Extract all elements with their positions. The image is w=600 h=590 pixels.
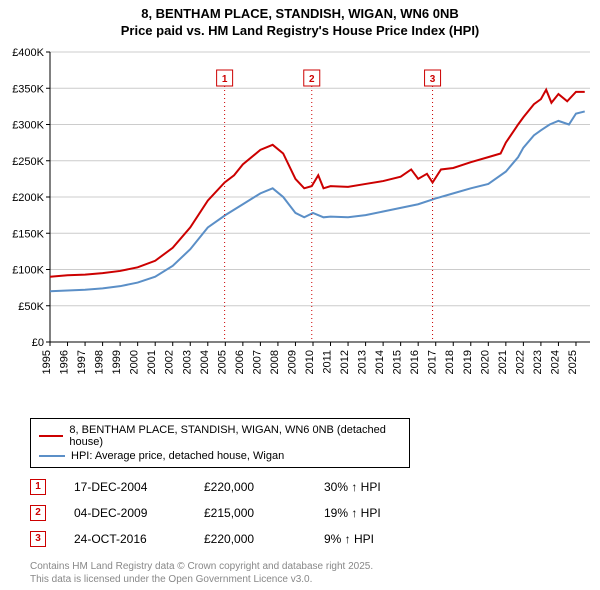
svg-text:2022: 2022 [514,350,526,374]
sale-date: 17-DEC-2004 [74,480,204,494]
sale-price: £220,000 [204,532,324,546]
svg-text:1997: 1997 [76,350,88,374]
chart-area: £0 £50K £100K £150K £200K £250K £300K £350K £400… [0,42,600,412]
svg-text:2011: 2011 [322,350,334,374]
svg-text:2006: 2006 [234,350,246,374]
svg-text:2001: 2001 [146,350,158,374]
sale-diff: 19% ↑ HPI [324,506,444,520]
svg-text:2007: 2007 [251,350,263,374]
svg-text:£250K: £250K [12,156,44,168]
sale-row: 1 17-DEC-2004 £220,000 30% ↑ HPI [30,474,590,500]
svg-text:2018: 2018 [444,350,456,374]
svg-text:2020: 2020 [479,350,491,374]
sale-marker-3: 3 [30,531,46,547]
svg-text:2015: 2015 [392,350,404,374]
sale-price: £220,000 [204,480,324,494]
svg-text:2003: 2003 [181,350,193,374]
svg-text:2014: 2014 [374,350,386,374]
svg-text:1998: 1998 [94,350,106,374]
svg-text:2002: 2002 [164,350,176,374]
svg-text:£150K: £150K [12,228,44,240]
svg-text:2019: 2019 [462,350,474,374]
svg-text:1: 1 [222,74,228,85]
sales-table: 1 17-DEC-2004 £220,000 30% ↑ HPI 2 04-DE… [30,474,590,552]
sale-diff: 9% ↑ HPI [324,532,444,546]
sale-marker-1: 1 [30,479,46,495]
svg-text:£0: £0 [32,337,44,349]
sale-marker-2: 2 [30,505,46,521]
svg-text:2012: 2012 [339,350,351,374]
svg-text:2017: 2017 [427,350,439,374]
svg-text:£300K: £300K [12,119,44,131]
svg-text:2010: 2010 [304,350,316,374]
sale-diff: 30% ↑ HPI [324,480,444,494]
line-chart: £0 £50K £100K £150K £200K £250K £300K £350K £400… [0,42,600,412]
svg-text:2013: 2013 [357,350,369,374]
svg-text:2004: 2004 [199,350,211,374]
svg-text:3: 3 [430,74,436,85]
svg-text:£100K: £100K [12,264,44,276]
legend-item: 8, BENTHAM PLACE, STANDISH, WIGAN, WN6 0… [39,423,401,449]
sale-price: £215,000 [204,506,324,520]
legend-item: HPI: Average price, detached house, Wiga… [39,449,401,463]
legend-swatch-0 [39,435,63,437]
svg-text:2016: 2016 [409,350,421,374]
legend-swatch-1 [39,455,65,457]
footnote-line-2: This data is licensed under the Open Gov… [30,573,590,586]
sale-row: 3 24-OCT-2016 £220,000 9% ↑ HPI [30,526,590,552]
svg-text:2025: 2025 [567,350,579,374]
footnote-line-1: Contains HM Land Registry data © Crown c… [30,560,590,573]
svg-text:2008: 2008 [269,350,281,374]
svg-text:1996: 1996 [59,350,71,374]
legend: 8, BENTHAM PLACE, STANDISH, WIGAN, WN6 0… [30,418,410,468]
sale-date: 24-OCT-2016 [74,532,204,546]
footnote: Contains HM Land Registry data © Crown c… [30,560,590,586]
svg-text:£350K: £350K [12,83,44,95]
svg-text:1999: 1999 [111,350,123,374]
title-line-2: Price paid vs. HM Land Registry's House … [0,23,600,40]
svg-text:1995: 1995 [41,350,53,374]
sale-date: 04-DEC-2009 [74,506,204,520]
svg-text:2009: 2009 [286,350,298,374]
svg-text:£400K: £400K [12,47,44,59]
legend-label-1: HPI: Average price, detached house, Wiga… [71,450,284,462]
chart-title-block: 8, BENTHAM PLACE, STANDISH, WIGAN, WN6 0… [0,0,600,42]
svg-text:£200K: £200K [12,192,44,204]
svg-text:2024: 2024 [549,350,561,374]
svg-text:2023: 2023 [532,350,544,374]
svg-text:2005: 2005 [216,350,228,374]
title-line-1: 8, BENTHAM PLACE, STANDISH, WIGAN, WN6 0… [0,6,600,23]
svg-text:2000: 2000 [129,350,141,374]
svg-text:2: 2 [309,74,315,85]
sale-row: 2 04-DEC-2009 £215,000 19% ↑ HPI [30,500,590,526]
legend-label-0: 8, BENTHAM PLACE, STANDISH, WIGAN, WN6 0… [69,424,401,448]
svg-text:£50K: £50K [18,301,44,313]
svg-text:2021: 2021 [497,350,509,374]
